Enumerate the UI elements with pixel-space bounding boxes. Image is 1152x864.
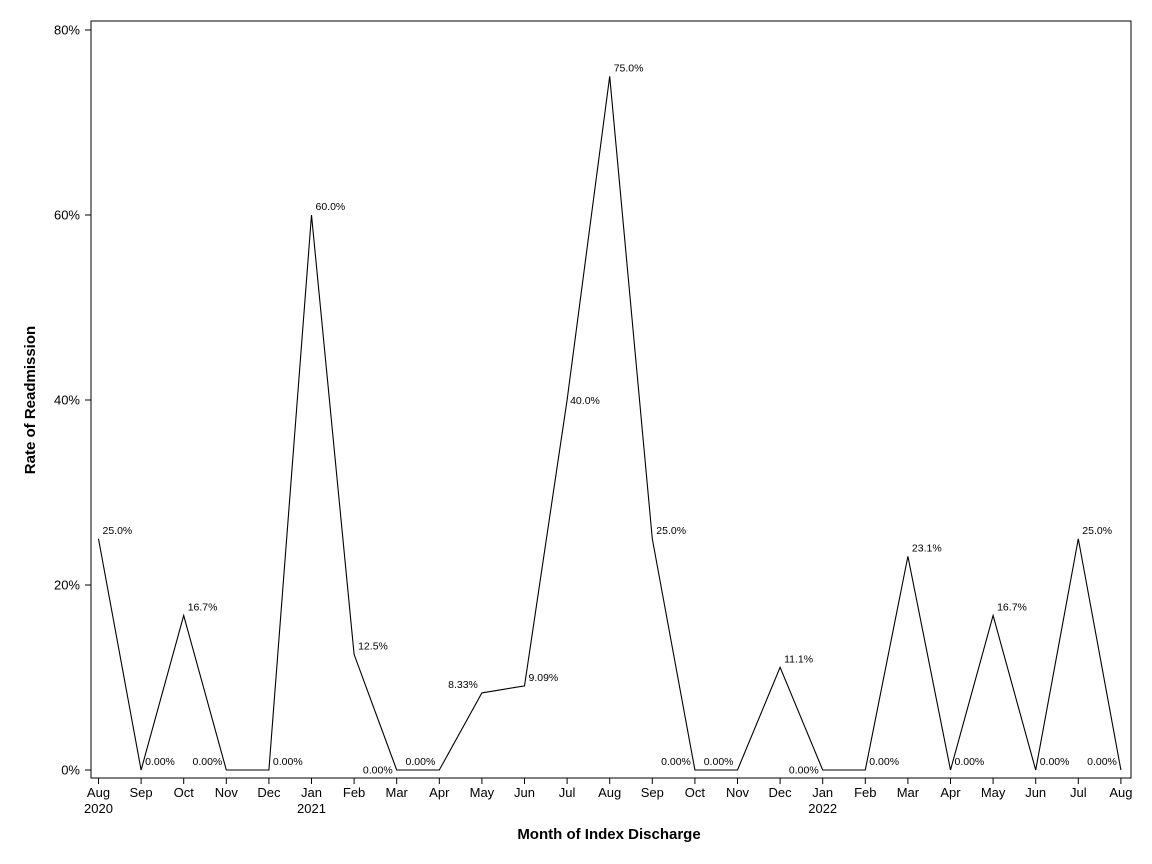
x-tick-label-year: 2020 [84, 801, 113, 816]
data-label: 0.00% [1087, 756, 1117, 768]
x-tick-label-month: Nov [726, 785, 750, 800]
x-tick-label-month: May [981, 785, 1006, 800]
x-tick-label-year: 2022 [808, 801, 837, 816]
data-label: 0.00% [955, 756, 985, 768]
y-axis: 0% 20% 40% 60% 80% [54, 23, 91, 778]
x-tick-label-month: Apr [940, 785, 961, 800]
data-label: 8.33% [448, 679, 478, 691]
data-label: 75.0% [614, 62, 644, 74]
x-tick-label-month: Jun [1025, 785, 1046, 800]
x-tick-label-month: Aug [87, 785, 110, 800]
data-label: 0.00% [193, 756, 223, 768]
data-label: 16.7% [997, 602, 1027, 614]
x-tick-label-month: Sep [130, 785, 153, 800]
data-label: 25.0% [1082, 525, 1112, 537]
x-tick-label-month: Jul [1070, 785, 1087, 800]
data-label: 12.5% [358, 640, 388, 652]
readmission-rate-line [97, 76, 1122, 771]
data-label: 40.0% [570, 395, 600, 407]
x-tick-label-month: Apr [429, 785, 450, 800]
x-tick-label-month: Jun [514, 785, 535, 800]
data-label: 0.00% [661, 756, 691, 768]
data-label: 25.0% [103, 525, 133, 537]
x-axis-title: Month of Index Discharge [517, 826, 700, 843]
y-tick-label: 60% [54, 208, 80, 223]
x-tick-label-month: Oct [174, 785, 195, 800]
data-label: 0.00% [406, 756, 436, 768]
x-tick-label-month: Jan [812, 785, 833, 800]
data-label: 23.1% [912, 542, 942, 554]
data-label: 11.1% [784, 653, 813, 665]
y-tick-label: 80% [54, 23, 80, 38]
data-label: 0.00% [1040, 756, 1070, 768]
data-label: 0.00% [273, 756, 303, 768]
data-label: 9.09% [529, 672, 559, 684]
data-label: 0.00% [145, 756, 175, 768]
y-axis-title: Rate of Readmission [22, 326, 39, 474]
x-tick-label-month: Nov [215, 785, 239, 800]
x-tick-label-month: Sep [641, 785, 664, 800]
y-tick-label: 40% [54, 393, 80, 408]
x-tick-label-month: Feb [854, 785, 876, 800]
data-label: 0.00% [704, 756, 734, 768]
x-tick-label-month: Oct [685, 785, 706, 800]
y-tick-label: 0% [61, 763, 80, 778]
data-label: 0.00% [363, 765, 393, 777]
data-label: 16.7% [188, 602, 218, 614]
data-label: 60.0% [316, 201, 346, 213]
x-tick-label-month: Dec [257, 785, 281, 800]
x-tick-label-month: Dec [769, 785, 793, 800]
x-tick-label-year: 2021 [297, 801, 326, 816]
y-tick-label: 20% [54, 578, 80, 593]
x-tick-label-month: Mar [897, 785, 920, 800]
x-tick-label-month: Jan [301, 785, 322, 800]
data-label: 0.00% [789, 765, 819, 777]
x-tick-label-month: Mar [386, 785, 409, 800]
plot-frame [90, 20, 1132, 779]
x-tick-label-month: Feb [343, 785, 365, 800]
data-labels: 25.0% 0.00% 16.7% 0.00% 0.00% 60.0% 12.5% 0.00%… [103, 62, 1117, 776]
x-tick-label-month: May [470, 785, 495, 800]
data-label: 25.0% [656, 525, 686, 537]
data-label: 0.00% [869, 756, 899, 768]
x-tick-label-month: Aug [598, 785, 621, 800]
x-tick-label-month: Jul [559, 785, 576, 800]
x-tick-label-month: Aug [1109, 785, 1132, 800]
